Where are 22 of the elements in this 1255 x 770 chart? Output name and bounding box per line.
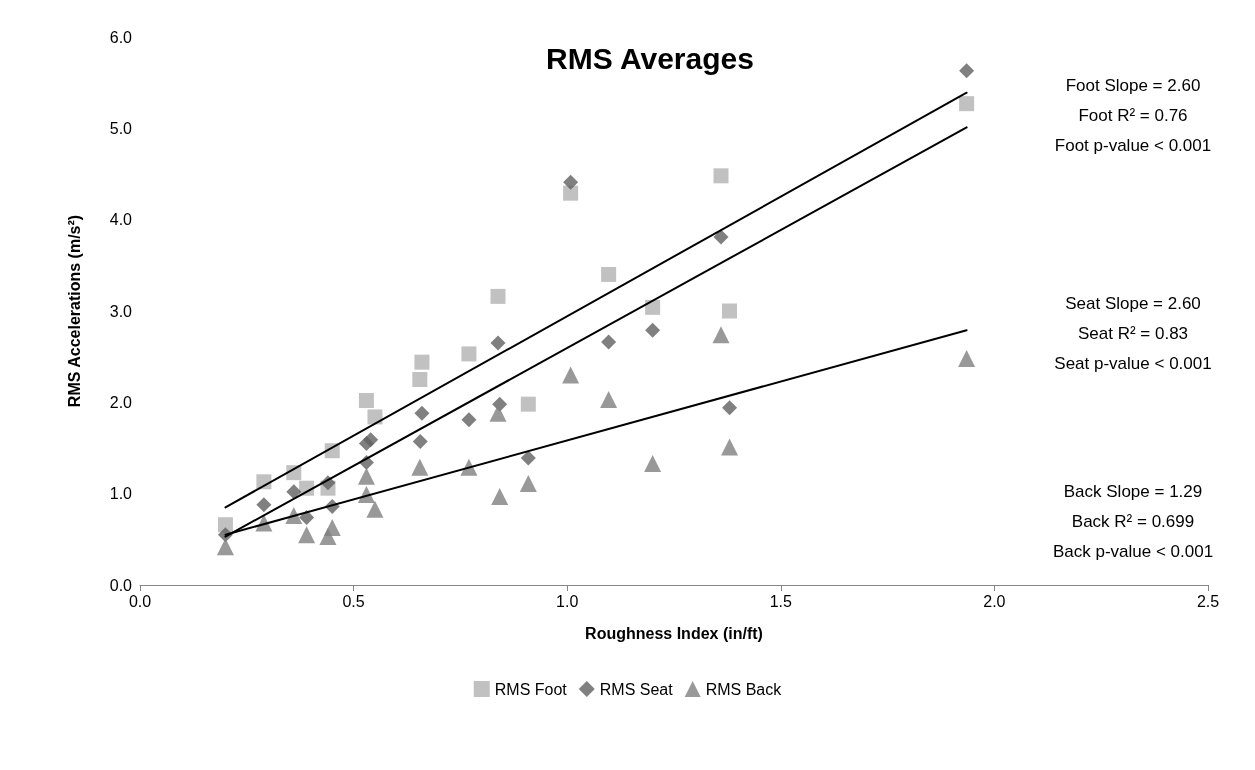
y-tick-label: 5.0 bbox=[109, 119, 133, 137]
y-tick-label: 1.0 bbox=[109, 485, 133, 503]
x-tick-label: 2.5 bbox=[1196, 592, 1220, 610]
x-axis-title: Roughness Index (in/ft) bbox=[585, 624, 763, 642]
legend-label: RMS Foot bbox=[494, 680, 568, 698]
y-tick-label: 0.0 bbox=[109, 576, 133, 594]
y-tick-label: 6.0 bbox=[109, 28, 133, 46]
x-tick-label: 0.0 bbox=[128, 592, 152, 610]
legend-label: RMS Seat bbox=[599, 680, 674, 698]
annotation: Seat Slope = 2.60 Seat R² = 0.83 Seat p-value < 0.001 bbox=[1054, 293, 1212, 373]
x-tick-label: 2.0 bbox=[983, 592, 1006, 610]
y-tick-label: 3.0 bbox=[109, 302, 133, 320]
annotation: Foot Slope = 2.60 Foot R² = 0.76 Foot p-value < 0.001 bbox=[1054, 75, 1212, 155]
y-tick-label: 2.0 bbox=[109, 393, 133, 411]
annotation: Back Slope = 1.29 Back R² = 0.699 Back p-value < 0.001 bbox=[1052, 481, 1214, 561]
chart-title: RMS Averages bbox=[546, 41, 754, 75]
y-tick-label: 4.0 bbox=[109, 211, 133, 229]
x-tick-label: 0.5 bbox=[342, 592, 365, 610]
x-tick-label: 1.0 bbox=[556, 592, 579, 610]
legend-label: RMS Back bbox=[705, 680, 783, 698]
x-tick-label: 1.5 bbox=[769, 592, 793, 610]
y-axis-title: RMS Accelerations (m/s²) bbox=[65, 214, 83, 408]
